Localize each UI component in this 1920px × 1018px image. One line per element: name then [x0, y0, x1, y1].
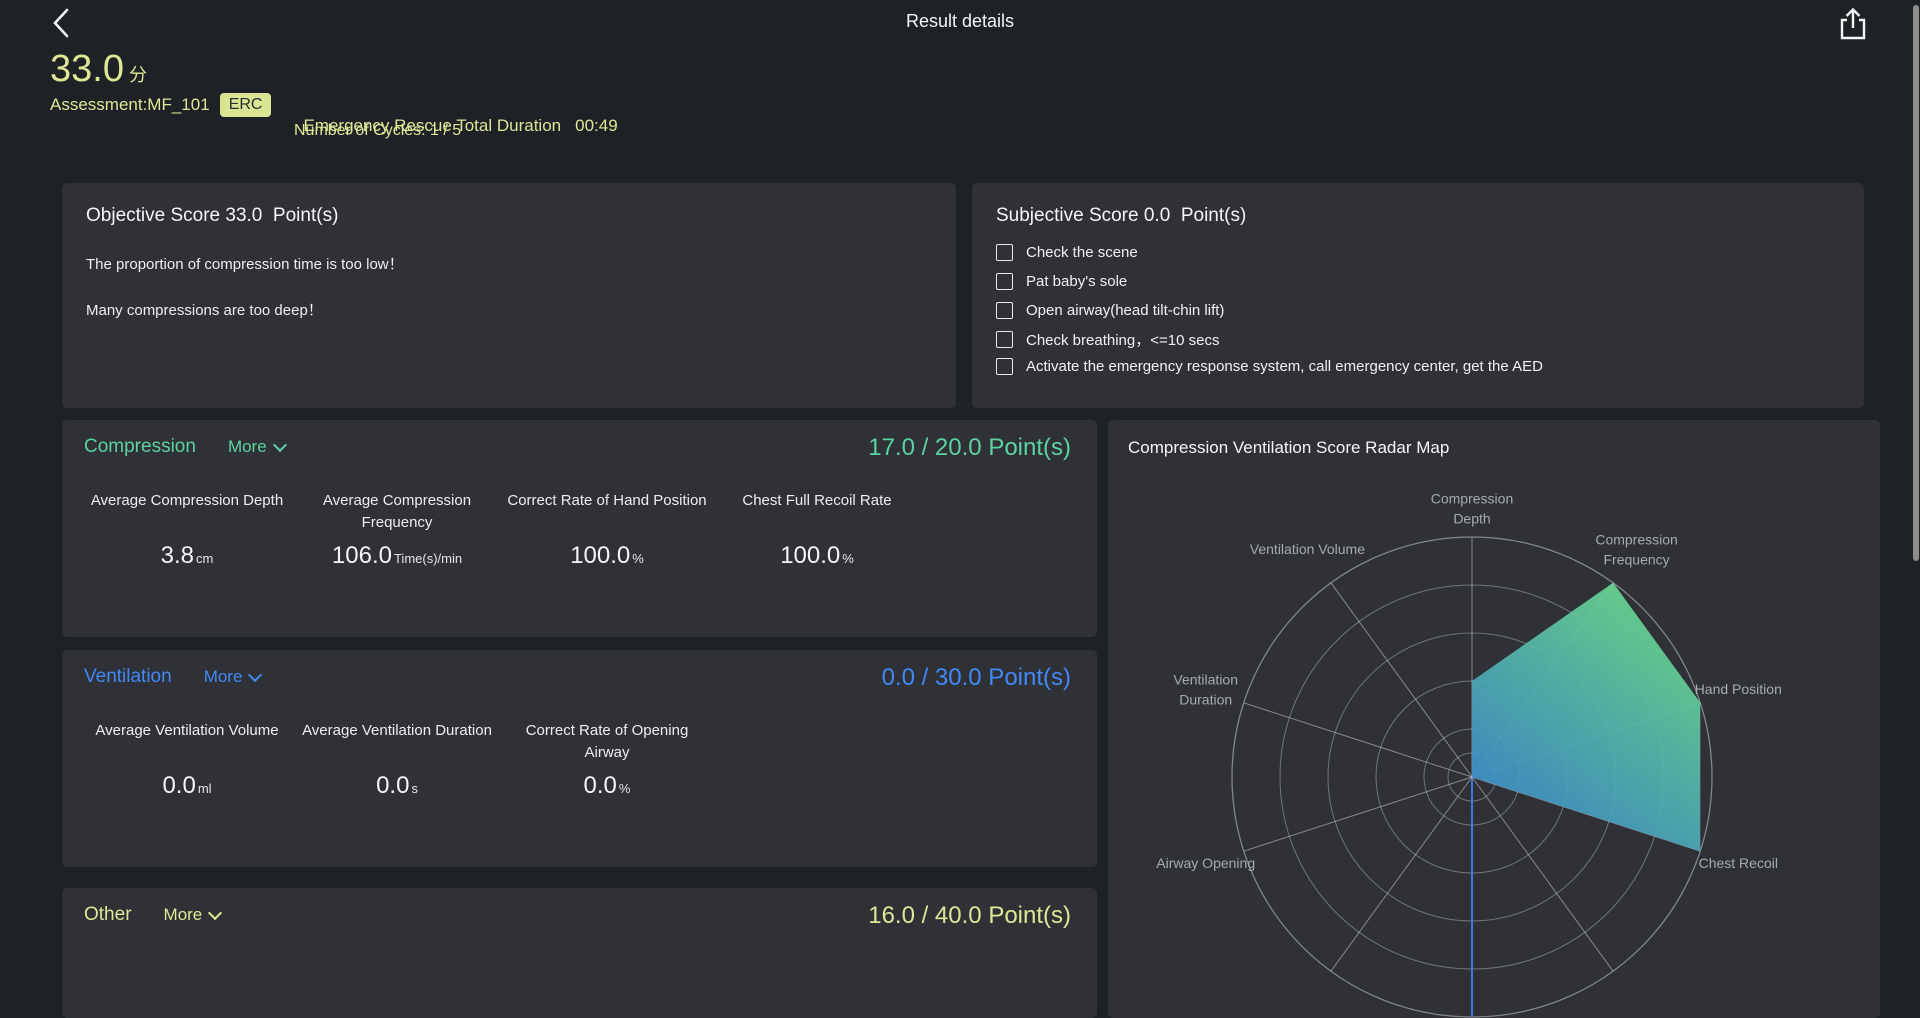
- compression-panel: Compression More 17.0 / 20.0 Point(s) Av…: [62, 420, 1097, 637]
- metric-hand-position-rate: Correct Rate of Hand Position 100.0%: [507, 492, 707, 569]
- chevron-left-icon: [53, 8, 69, 38]
- radar-axis-label: Chest Recoil: [1698, 854, 1778, 871]
- total-score-unit: 分: [128, 65, 147, 85]
- checklist-label: Open airway(head tilt-chin lift): [1026, 301, 1225, 319]
- ventilation-panel: Ventilation More 0.0 / 30.0 Point(s) Ave…: [62, 650, 1097, 867]
- checklist-item: Check the scene: [996, 241, 1138, 263]
- duration-value: 00:49: [575, 116, 618, 135]
- checkbox[interactable]: [996, 243, 1013, 261]
- checklist-item: Check breathing，<=10 secs: [996, 328, 1219, 350]
- subjective-score-panel: Subjective Score 0.0 Point(s) Check the …: [972, 183, 1864, 408]
- total-score: 33.0 分: [50, 50, 147, 88]
- compression-more-button[interactable]: More: [227, 437, 287, 457]
- checklist-item: Open airway(head tilt-chin lift): [996, 299, 1224, 321]
- other-panel: Other More 16.0 / 40.0 Point(s): [62, 888, 1097, 1018]
- compression-section-name: Compression: [84, 436, 196, 457]
- radar-panel: Compression Ventilation Score Radar Map …: [1108, 420, 1880, 1018]
- more-label: More: [227, 437, 267, 456]
- duration-row: Emergency Rescue Total Duration 00:49: [294, 96, 618, 136]
- ventilation-more-button[interactable]: More: [203, 667, 263, 687]
- total-score-value: 33.0: [50, 48, 124, 90]
- checkbox[interactable]: [996, 301, 1013, 319]
- metric-airway-opening-rate: Correct Rate of Opening Airway 0.0%: [525, 722, 689, 799]
- checkbox[interactable]: [996, 330, 1013, 348]
- metric-avg-compression-depth: Average Compression Depth 3.8 cm: [90, 492, 284, 569]
- radar-title: Compression Ventilation Score Radar Map: [1128, 438, 1450, 457]
- other-section-name: Other: [84, 904, 132, 925]
- chevron-down-icon: [272, 437, 287, 453]
- radar-axis-label: Compression Depth: [1430, 490, 1514, 526]
- checklist-label: Activate the emergency response system, …: [1026, 357, 1543, 375]
- radar-axis-label: Ventilation Duration: [1173, 671, 1238, 708]
- erc-badge: ERC: [219, 93, 272, 118]
- objective-score-panel: Objective Score 33.0 Point(s) The propor…: [62, 183, 956, 408]
- share-upload-icon: [1840, 7, 1866, 40]
- checklist-item: Pat baby's sole: [996, 270, 1127, 292]
- checkbox[interactable]: [996, 272, 1013, 290]
- more-label: More: [163, 905, 203, 924]
- radar-axis-label: Hand Position: [1694, 681, 1782, 698]
- duration-label: Emergency Rescue Total Duration: [303, 116, 562, 135]
- scrollbar-thumb[interactable]: [1913, 5, 1919, 561]
- metric-avg-ventilation-volume: Average Ventilation Volume 0.0 ml: [95, 722, 279, 799]
- ventilation-section-name: Ventilation: [84, 666, 172, 687]
- radar-axis-label: Airway Opening: [1156, 854, 1256, 871]
- objective-message: The proportion of compression time is to…: [86, 256, 404, 273]
- ventilation-score: 0.0 / 30.0 Point(s): [881, 664, 1071, 691]
- metric-avg-compression-frequency: Average Compression Frequency 106.0 Time(…: [322, 492, 472, 569]
- other-score: 16.0 / 40.0 Point(s): [868, 902, 1071, 929]
- assessment-label: Assessment:MF_101: [50, 95, 210, 115]
- chevron-down-icon: [208, 905, 223, 921]
- radar-axis-label: Ventilation Volume: [1249, 541, 1365, 558]
- checklist-item: Activate the emergency response system, …: [996, 355, 1543, 377]
- checkbox[interactable]: [996, 357, 1013, 375]
- compression-score: 17.0 / 20.0 Point(s): [868, 434, 1071, 461]
- metric-chest-recoil-rate: Chest Full Recoil Rate 100.0%: [742, 492, 892, 569]
- radar-axis-label: Compression Frequency: [1595, 531, 1678, 568]
- other-more-button[interactable]: More: [163, 905, 223, 925]
- objective-title: Objective Score 33.0 Point(s): [86, 205, 339, 226]
- share-button[interactable]: [1836, 6, 1870, 42]
- assessment-row: Assessment:MF_101 ERC: [50, 93, 272, 118]
- chevron-down-icon: [248, 667, 263, 683]
- more-label: More: [203, 667, 243, 686]
- checklist-label: Check breathing，<=10 secs: [1026, 331, 1220, 349]
- page-title: Result details: [905, 11, 1015, 31]
- checklist-label: Check the scene: [1026, 243, 1138, 261]
- metric-avg-ventilation-duration: Average Ventilation Duration 0.0 s: [302, 722, 492, 799]
- back-button[interactable]: [48, 7, 78, 39]
- objective-message: Many compressions are too deep！: [86, 302, 323, 319]
- checklist-label: Pat baby's sole: [1026, 272, 1128, 290]
- subjective-title: Subjective Score 0.0 Point(s): [996, 205, 1247, 226]
- cycles-label: Number of Cycles: 1 / 5: [294, 122, 462, 139]
